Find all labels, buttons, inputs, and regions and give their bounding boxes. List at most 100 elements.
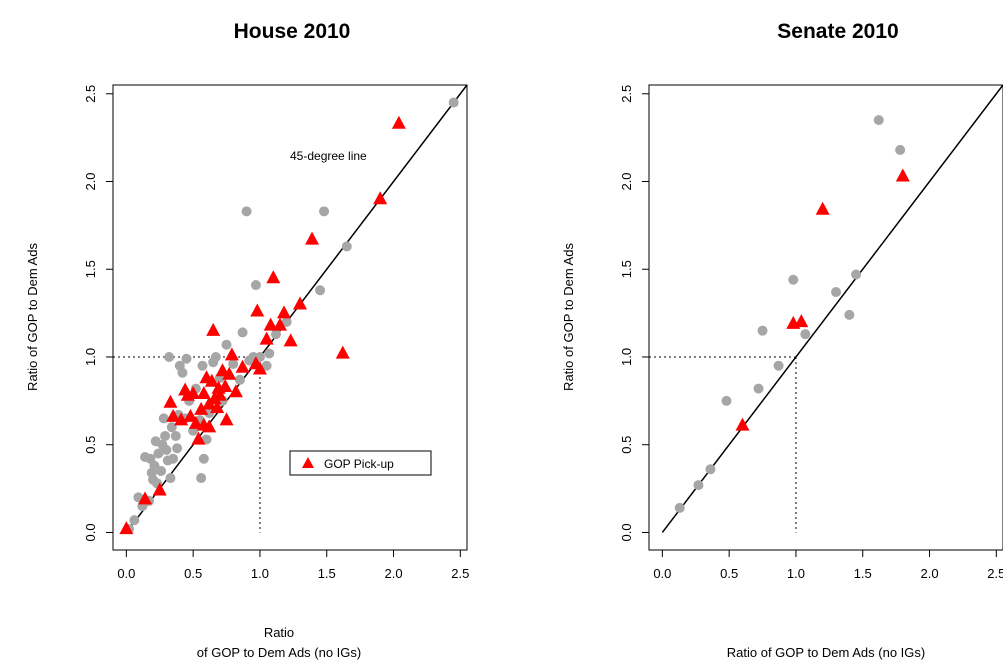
house-pickup-point (263, 317, 278, 331)
senate-y-tick-label: 0.0 (619, 523, 634, 541)
house-pickup-point (293, 296, 308, 310)
house-data-point (164, 351, 175, 362)
house-pickup-point (191, 431, 206, 445)
house-x-axis-label-line2: of GOP to Dem Ads (no IGs) (197, 645, 362, 660)
house-data-point (166, 422, 177, 433)
house-pickup-point (228, 384, 243, 398)
house-x-ticks: 0.0 0.5 1.0 1.5 2.0 2.5 (117, 549, 469, 581)
senate-y-tick-label: 2.5 (619, 85, 634, 103)
senate-data-point (873, 115, 884, 126)
house-data-point (210, 351, 221, 362)
house-x-tick-label: 0.0 (117, 566, 135, 581)
house-pickup-point (152, 482, 167, 496)
house-pickup-point (391, 115, 406, 129)
house-pickup-point (224, 347, 239, 361)
house-pickup-point (194, 401, 209, 415)
senate-panel: Senate 2010 0.0 0.5 1.0 1.5 2.0 2.5 0.0 0.5 1.0… (561, 20, 1003, 660)
house-data-point (237, 327, 248, 338)
senate-y-tick-label: 1.0 (619, 348, 634, 366)
senate-data-point (705, 464, 716, 475)
senate-x-tick-label: 2.5 (987, 566, 1003, 581)
senate-pickup-point (735, 417, 750, 431)
house-y-tick-label: 0.5 (83, 436, 98, 454)
house-panel: House 2010 0.0 0.5 1.0 1.5 2.0 2.5 0.0 0.5 1.0 1… (25, 20, 469, 660)
senate-diagonal-line (661, 84, 1003, 533)
house-data-point (129, 515, 140, 526)
house-pickup-point (166, 408, 181, 422)
house-data-point (158, 413, 169, 424)
senate-chart-title: Senate 2010 (777, 20, 898, 43)
senate-data-point (753, 383, 764, 394)
senate-x-tick-label: 0.5 (720, 566, 738, 581)
house-data-point (177, 367, 188, 378)
house-pickup-point (252, 361, 267, 375)
house-data-point (161, 444, 172, 455)
house-45-degree-annotation: 45-degree line (290, 149, 367, 163)
house-data-point (221, 339, 232, 350)
senate-data-point (721, 395, 732, 406)
house-pickup-point (335, 345, 350, 359)
house-data-point (448, 97, 459, 108)
house-y-tick-label: 1.0 (83, 348, 98, 366)
house-pickup-point (235, 359, 250, 373)
house-pickup-point (204, 373, 219, 387)
house-data-point (250, 280, 261, 291)
senate-data-point (788, 274, 799, 285)
senate-data-point (693, 480, 704, 491)
house-y-tick-label: 2.5 (83, 85, 98, 103)
senate-pickup-point (794, 314, 809, 328)
house-legend: GOP Pick-up (289, 450, 432, 476)
house-data-point (341, 241, 352, 252)
house-data-point (319, 206, 330, 217)
house-data-point (172, 443, 183, 454)
senate-y-tick-label: 0.5 (619, 436, 634, 454)
house-pickup-point (163, 394, 178, 408)
house-pickup-point (283, 333, 298, 347)
house-pickup-point (259, 331, 274, 345)
house-data-point (149, 460, 160, 471)
house-y-axis-label: Ratio of GOP to Dem Ads (25, 243, 40, 391)
senate-data-point (831, 287, 842, 298)
house-data-point (170, 430, 181, 441)
senate-x-ticks: 0.0 0.5 1.0 1.5 2.0 2.5 (653, 549, 1003, 581)
house-pickup-point (373, 191, 388, 205)
senate-y-ticks: 0.0 0.5 1.0 1.5 2.0 2.5 (619, 85, 650, 541)
senate-x-tick-label: 2.0 (920, 566, 938, 581)
house-pickup-point (210, 400, 225, 414)
house-pickup-points (119, 115, 406, 535)
house-data-point (234, 374, 245, 385)
legend-label: GOP Pick-up (324, 457, 394, 471)
house-data-point (241, 206, 252, 217)
senate-y-axis-label: Ratio of GOP to Dem Ads (561, 243, 576, 391)
senate-y-tick-label: 1.5 (619, 260, 634, 278)
house-data-point (270, 329, 281, 340)
house-pickup-point (202, 419, 217, 433)
senate-data-point (851, 269, 862, 280)
senate-data-point (773, 360, 784, 371)
house-pickup-point (250, 303, 265, 317)
house-pickup-point (305, 231, 320, 245)
legend-triangle-icon (302, 457, 314, 468)
senate-reference-lines (649, 84, 1003, 533)
house-pickup-point (272, 317, 287, 331)
senate-pickup-point (895, 168, 910, 182)
house-pickup-point (119, 521, 134, 535)
house-pickup-point (206, 322, 221, 336)
house-pickup-point (138, 491, 153, 505)
senate-data-point (674, 502, 685, 513)
senate-x-tick-label: 1.5 (854, 566, 872, 581)
house-pickup-point (186, 386, 201, 400)
senate-circle-points (674, 115, 906, 513)
house-data-point (197, 360, 208, 371)
house-data-point (264, 348, 275, 359)
senate-data-point (844, 309, 855, 320)
house-data-point (281, 316, 292, 327)
house-data-point (198, 453, 209, 464)
house-x-tick-label: 2.5 (451, 566, 469, 581)
house-data-point (156, 466, 167, 477)
senate-x-tick-label: 0.0 (653, 566, 671, 581)
senate-y-tick-label: 2.0 (619, 172, 634, 190)
house-pickup-point (266, 270, 281, 284)
house-y-ticks: 0.0 0.5 1.0 1.5 2.0 2.5 (83, 85, 114, 541)
